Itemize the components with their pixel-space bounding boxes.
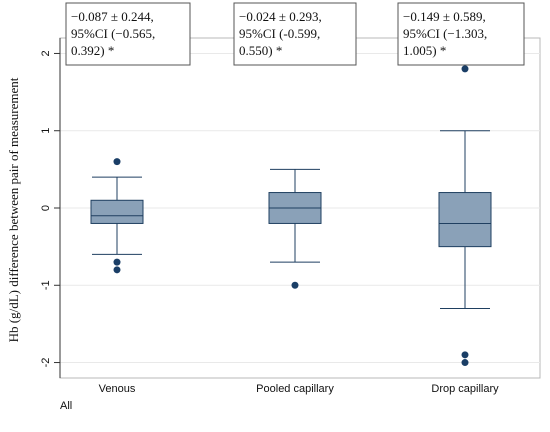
y-tick-label-1: -1: [40, 280, 52, 290]
outlier-0-1: [113, 258, 121, 266]
y-tick-label-2: 0: [40, 205, 52, 211]
outlier-2-0: [461, 65, 469, 73]
outlier-2-2: [461, 359, 469, 367]
box-0: [90, 199, 144, 224]
annotation-box-0: [65, 2, 191, 66]
annotation-line-0-0: −0.087 ± 0.244,: [71, 9, 154, 24]
annotation-line-0-2: 0.392) *: [71, 43, 114, 58]
annotation-line-1-2: 0.550) *: [239, 43, 282, 58]
outlier-1-0: [291, 281, 299, 289]
outlier-0-2: [113, 266, 121, 274]
box-2: [438, 192, 492, 248]
y-ticks: -2 -1 0 1 2: [40, 50, 60, 367]
annotation-line-1-1: 95%CI (-0.599,: [239, 26, 320, 41]
annotation-line-2-2: 1.005) *: [403, 43, 446, 58]
box-group-1: [268, 168, 322, 289]
box-group-2: [438, 65, 492, 367]
outlier-2-1: [461, 351, 469, 359]
annotation-line-1-0: −0.024 ± 0.293,: [239, 9, 322, 24]
boxes-layer: [90, 65, 492, 367]
annotation-1: −0.024 ± 0.293, 95%CI (-0.599, 0.550) *: [233, 2, 357, 66]
outlier-0-0: [113, 158, 121, 166]
annotation-0: −0.087 ± 0.244, 95%CI (−0.565, 0.392) *: [65, 2, 191, 66]
category-labels: Venous Pooled capillary Drop capillary: [99, 383, 499, 395]
annotation-box-1: [233, 2, 357, 66]
category-label-0: Venous: [99, 383, 136, 395]
y-tick-label-3: 1: [40, 128, 52, 134]
box-group-0: [90, 158, 144, 274]
footnote-all: All: [60, 400, 72, 412]
annotation-line-2-1: 95%CI (−1.303,: [403, 26, 487, 41]
annotation-line-0-1: 95%CI (−0.565,: [71, 26, 155, 41]
y-axis-label: Hb (g/dL) difference between pair of mea…: [6, 77, 21, 342]
category-label-2: Drop capillary: [431, 383, 499, 395]
category-label-1: Pooled capillary: [256, 383, 334, 395]
annotation-box-2: [397, 2, 525, 66]
annotations-layer: −0.087 ± 0.244,95%CI (−0.565,0.392) *−0.…: [65, 2, 525, 66]
annotation-line-2-0: −0.149 ± 0.589,: [403, 9, 486, 24]
annotation-2: −0.149 ± 0.589, 95%CI (−1.303, 1.005) *: [397, 2, 525, 66]
y-tick-label-4: 2: [40, 50, 52, 56]
y-tick-label-0: -2: [40, 358, 52, 368]
